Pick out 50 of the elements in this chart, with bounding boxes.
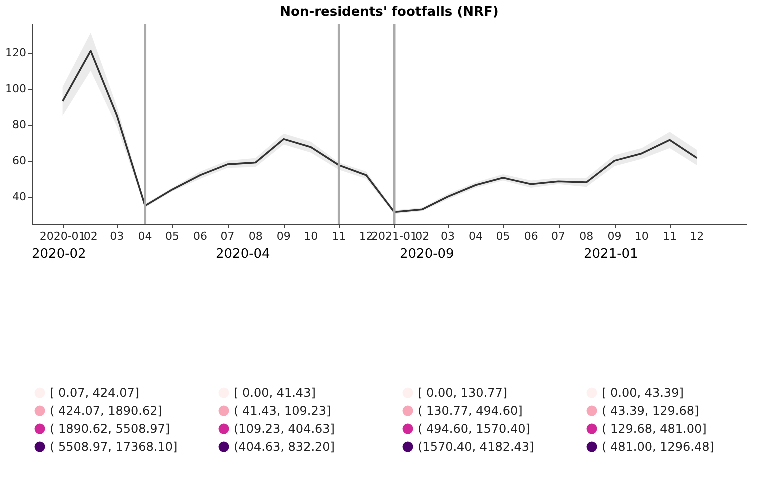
category-label: [ 0.07, 424.07]: [50, 386, 140, 400]
category-label: ( 43.39, 129.68]: [602, 404, 700, 418]
x-tick-label: 06: [524, 230, 538, 243]
x-tick-label: 05: [496, 230, 510, 243]
x-tick-label: 11: [332, 230, 346, 243]
x-tick-label: 07: [552, 230, 566, 243]
x-tick-label: 05: [165, 230, 180, 243]
x-tick-label: 06: [194, 230, 208, 243]
y-tick-label: 120: [6, 46, 26, 60]
y-tick-label: 60: [12, 154, 26, 168]
y-tick-label: 80: [12, 118, 26, 132]
category-label: ( 130.77, 494.60]: [418, 404, 523, 418]
category-label: ( 129.68, 481.00]: [602, 422, 707, 436]
x-tick-label: 08: [580, 230, 594, 243]
y-tick-label: 40: [12, 190, 26, 204]
category-label: ( 481.00, 1296.48]: [602, 440, 714, 454]
x-tick-label: 09: [608, 230, 622, 243]
x-tick-label: 02: [416, 230, 430, 243]
x-tick-label: 03: [110, 230, 124, 243]
category-label: (109.23, 404.63]: [234, 422, 335, 436]
text: 2020-09: [400, 247, 454, 262]
x-tick-label: 08: [248, 230, 263, 243]
x-tick-label: 04: [138, 230, 152, 243]
x-tick-label: 2020-01: [40, 230, 86, 243]
x-tick-label: 09: [276, 230, 291, 243]
category-label: ( 41.43, 109.23]: [234, 404, 332, 418]
x-tick-label: 10: [304, 230, 318, 243]
x-tick-label: 2021-01: [372, 230, 418, 243]
category-label: [ 0.00, 43.39]: [602, 386, 684, 400]
text: 2020-04: [216, 247, 270, 262]
y-tick-label: 100: [6, 82, 26, 96]
x-tick-label: 02: [84, 230, 98, 243]
category-label: ( 494.60, 1570.40]: [418, 422, 530, 436]
category-label: [ 0.00, 130.77]: [418, 386, 508, 400]
x-tick-label: 07: [220, 230, 235, 243]
x-tick-label: 03: [440, 230, 455, 243]
x-tick-label: 10: [634, 230, 649, 243]
x-tick-label: 12: [690, 230, 704, 243]
category-label: ( 5508.97, 17368.10]: [50, 440, 178, 454]
chart-title: Non-residents' footfalls (NRF): [280, 4, 499, 20]
text: 2020-02: [32, 247, 86, 262]
category-label: (404.63, 832.20]: [234, 440, 335, 454]
text: 2021-01: [584, 247, 638, 262]
category-label: ( 1890.62, 5508.97]: [50, 422, 170, 436]
x-tick-label: 12: [359, 230, 374, 243]
category-label: (1570.40, 4182.43]: [418, 440, 534, 454]
category-label: [ 0.00, 41.43]: [234, 386, 316, 400]
x-tick-label: 04: [469, 230, 484, 243]
x-tick-label: 11: [662, 230, 677, 243]
category-label: ( 424.07, 1890.62]: [50, 404, 162, 418]
